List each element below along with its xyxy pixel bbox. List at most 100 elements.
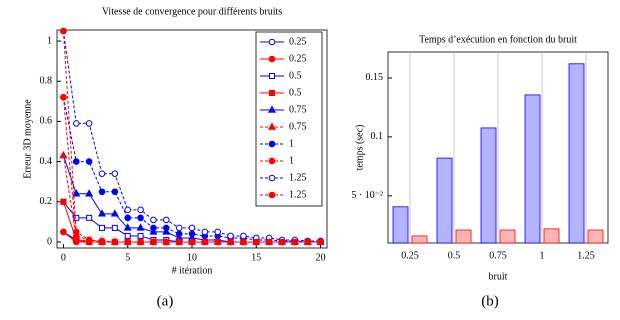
marker <box>175 224 183 232</box>
marker <box>150 216 157 224</box>
marker <box>124 206 132 214</box>
caption: (b) <box>481 293 499 309</box>
marker <box>240 238 247 246</box>
x-tick-label: 5 <box>125 252 130 263</box>
legend-label: 0.75 <box>289 121 307 132</box>
bar <box>568 63 585 244</box>
marker <box>214 238 222 246</box>
marker <box>268 174 276 182</box>
marker <box>111 224 118 231</box>
marker <box>240 232 247 240</box>
marker <box>110 209 119 217</box>
marker <box>98 170 106 177</box>
legend-label: 0.5 <box>289 87 302 98</box>
marker <box>268 157 276 165</box>
bar <box>587 229 604 244</box>
caption: (a) <box>157 293 174 309</box>
marker <box>99 224 105 231</box>
marker <box>268 55 276 63</box>
y-axis-label: temps (sec) <box>354 125 365 171</box>
marker <box>85 120 93 127</box>
marker <box>269 73 275 79</box>
marker <box>85 158 93 165</box>
marker <box>162 224 170 232</box>
marker <box>268 191 276 199</box>
x-tick-label: 15 <box>251 252 261 263</box>
marker <box>98 188 106 196</box>
marker <box>175 238 183 246</box>
legend-label: 1 <box>289 138 294 149</box>
marker <box>188 238 196 246</box>
marker <box>252 238 260 246</box>
legend-label: 0.75 <box>289 104 307 115</box>
marker <box>317 238 324 246</box>
series-line <box>62 30 321 243</box>
y-tick-label: 0 <box>47 236 52 247</box>
chart-title: Vitesse de convergence pour différents b… <box>102 6 282 17</box>
marker <box>149 227 158 235</box>
marker <box>97 209 107 217</box>
marker <box>72 189 81 197</box>
legend-label: 1.25 <box>289 189 307 200</box>
marker <box>124 238 132 246</box>
marker <box>267 122 277 130</box>
chart-title: Temps d’exécution en fonction du bruit <box>419 34 577 45</box>
marker <box>59 151 68 159</box>
x-tick-label: 0.25 <box>401 250 419 261</box>
marker <box>227 232 234 240</box>
marker <box>188 224 196 232</box>
marker <box>227 238 234 246</box>
marker <box>214 228 222 236</box>
marker <box>265 238 273 246</box>
x-tick-label: 20 <box>316 252 326 263</box>
legend-label: 0.25 <box>289 36 307 47</box>
y-tick-label: 0.2 <box>40 196 53 207</box>
marker <box>60 94 67 101</box>
marker <box>111 188 119 196</box>
marker <box>124 214 132 222</box>
marker <box>98 237 106 245</box>
marker <box>162 216 170 224</box>
bar <box>543 228 560 244</box>
legend-label: 1.25 <box>289 172 307 183</box>
y-tick-label: 0.6 <box>40 116 53 127</box>
x-tick-label: 0 <box>61 252 66 263</box>
bar <box>392 206 409 244</box>
bar <box>411 235 428 244</box>
x-tick-label: 10 <box>187 252 197 263</box>
y-tick-label: 0.15 <box>366 72 384 83</box>
marker <box>162 227 171 235</box>
marker <box>201 238 209 246</box>
y-axis-label: Erreur 3D moyenne <box>22 99 33 179</box>
marker <box>150 238 157 246</box>
marker <box>60 27 67 35</box>
marker <box>85 189 94 197</box>
x-tick-label: 0.5 <box>448 250 461 261</box>
marker <box>201 228 209 236</box>
bar <box>455 229 472 244</box>
marker <box>72 158 80 165</box>
bar <box>436 157 453 244</box>
marker <box>268 140 276 148</box>
legend-label: 0.5 <box>289 70 302 81</box>
marker <box>150 224 157 232</box>
y-tick-label: 1 <box>47 35 52 46</box>
marker <box>278 238 286 246</box>
marker <box>304 238 312 246</box>
y-tick-label: 0.1 <box>371 131 384 142</box>
marker <box>137 238 144 246</box>
legend-box <box>255 31 323 207</box>
marker <box>86 214 93 221</box>
marker <box>111 238 119 246</box>
x-tick-label: 1 <box>540 250 545 261</box>
bar <box>499 229 516 244</box>
marker <box>85 236 93 244</box>
y-tick-label: 0.8 <box>40 76 53 87</box>
marker <box>73 214 80 221</box>
marker <box>137 206 144 214</box>
marker <box>268 38 276 46</box>
marker <box>175 230 183 238</box>
marker <box>137 214 144 222</box>
y-tick-label: 0.4 <box>40 156 53 167</box>
